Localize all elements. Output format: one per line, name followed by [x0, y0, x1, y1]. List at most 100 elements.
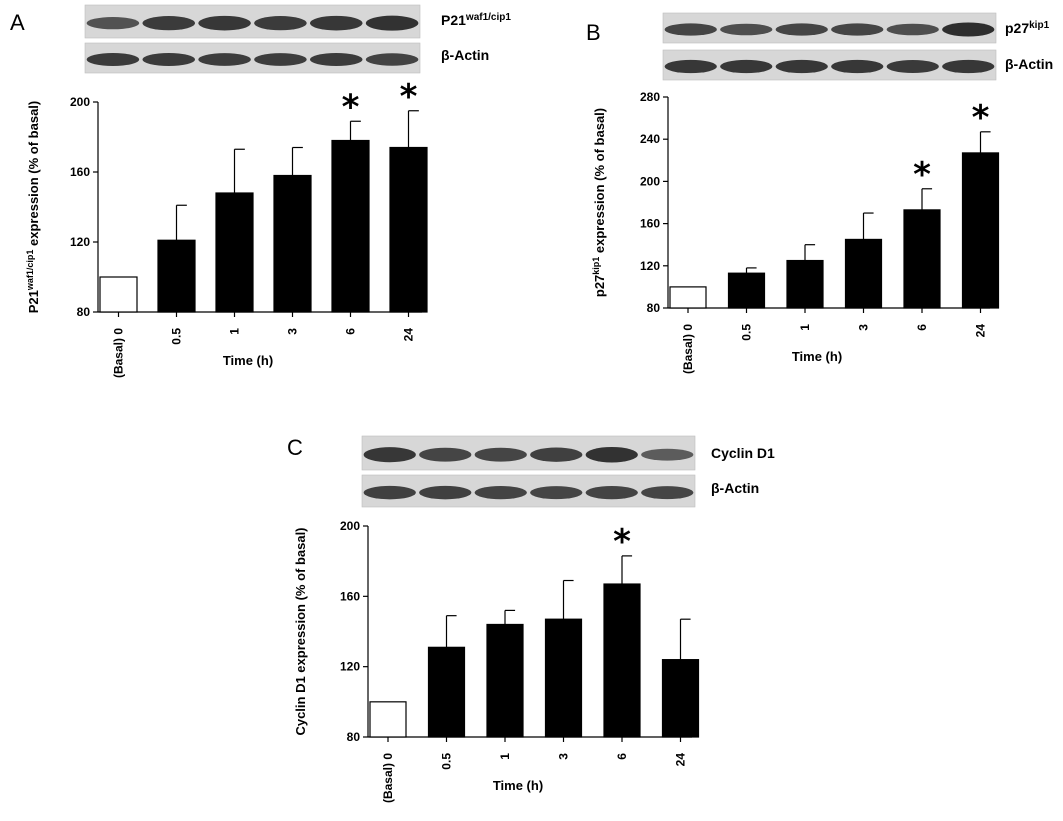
- y-tick-label: 280: [640, 90, 660, 104]
- blot-band: [363, 447, 416, 463]
- y-tick-label: 200: [640, 174, 660, 188]
- panel-a: A P21waf1/cip1 β-Actin 80 120 160 200 (Basal) …: [10, 4, 511, 378]
- blot-band: [365, 15, 419, 31]
- y-tick-label: 160: [340, 589, 360, 603]
- panel-letter: B: [586, 20, 601, 45]
- blot-band: [86, 17, 140, 30]
- bar: [486, 623, 524, 738]
- x-tick-label: 6: [915, 324, 929, 331]
- x-tick-label: 0.5: [740, 324, 754, 341]
- blot-band: [641, 486, 694, 500]
- x-axis-label: Time (h): [223, 353, 273, 368]
- blot-strip: [361, 474, 696, 508]
- blot-band: [363, 485, 416, 500]
- x-tick-label: 1: [228, 328, 242, 335]
- y-tick-label: 160: [640, 217, 660, 231]
- blot-label: β-Actin: [441, 47, 489, 63]
- bar: [961, 152, 1000, 309]
- blot-strip: [662, 12, 997, 44]
- x-tick-label: 1: [498, 753, 512, 760]
- bar: [544, 618, 583, 738]
- bar: [369, 701, 407, 738]
- bar: [903, 209, 941, 309]
- blot-band: [942, 59, 995, 74]
- blot-band: [419, 447, 472, 462]
- bar: [786, 259, 824, 309]
- bar: [669, 286, 707, 309]
- blot-band: [419, 485, 472, 500]
- blot-band: [720, 59, 773, 74]
- panel-letter: C: [287, 435, 303, 460]
- blot-band: [831, 59, 884, 74]
- blot-band: [86, 53, 140, 66]
- bar: [844, 238, 883, 309]
- blot-band: [530, 447, 583, 462]
- bar: [727, 272, 766, 309]
- significance-star: *: [613, 522, 631, 562]
- blot-band: [530, 486, 583, 500]
- y-tick-label: 120: [340, 660, 360, 674]
- y-tick-label: 80: [77, 305, 91, 319]
- blot-label: Cyclin D1: [711, 445, 775, 461]
- blot-strip: [84, 42, 421, 74]
- blot-band: [664, 59, 717, 74]
- y-tick-label: 200: [340, 519, 360, 533]
- blot-label: p27kip1: [1005, 20, 1050, 37]
- x-tick-label: (Basal) 0: [681, 324, 695, 374]
- blot-band: [310, 53, 363, 66]
- x-tick-label: 0.5: [170, 328, 184, 345]
- x-tick-label: 3: [557, 753, 571, 760]
- x-tick-label: 0.5: [440, 753, 454, 770]
- blot-band: [775, 23, 828, 36]
- y-tick-label: 240: [640, 132, 660, 146]
- blot-band: [831, 23, 884, 36]
- y-axis-label: p27kip1 expression (% of basal): [591, 108, 607, 297]
- blot-band: [775, 59, 828, 74]
- x-tick-label: 24: [402, 328, 416, 342]
- panel-b: B p27kip1 β-Actin 80 120 160 200 240 280 (Basal)…: [586, 12, 1053, 374]
- x-axis-label: Time (h): [792, 349, 842, 364]
- blot-band: [585, 485, 638, 500]
- y-tick-label: 200: [70, 95, 90, 109]
- y-axis-label: Cyclin D1 expression (% of basal): [293, 527, 308, 735]
- blot-band: [585, 446, 638, 463]
- x-tick-label: 6: [344, 328, 358, 335]
- bar: [331, 139, 370, 313]
- y-tick-label: 120: [70, 235, 90, 249]
- y-axis-label: P21waf1/cip1 expression (% of basal): [25, 101, 41, 314]
- bar: [99, 276, 138, 313]
- blot-band: [641, 448, 694, 461]
- x-tick-label: 3: [286, 328, 300, 335]
- blot-band: [142, 53, 195, 66]
- y-tick-label: 120: [640, 259, 660, 273]
- y-tick-label: 80: [347, 730, 361, 744]
- x-tick-label: (Basal) 0: [381, 753, 395, 803]
- blot-label: β-Actin: [1005, 56, 1053, 72]
- blot-label: P21waf1/cip1: [441, 12, 511, 29]
- x-tick-label: 24: [974, 324, 988, 338]
- blot-strip: [361, 435, 696, 471]
- significance-star: *: [972, 98, 990, 138]
- blot-band: [310, 15, 363, 31]
- significance-star: *: [913, 155, 931, 195]
- panel-letter: A: [10, 10, 25, 35]
- x-tick-label: 24: [674, 753, 688, 767]
- blot-band: [720, 23, 773, 36]
- panel-c: C Cyclin D1 β-Actin 80 120 160 200 (Basal) 0 0.…: [287, 435, 775, 803]
- blot-band: [198, 15, 251, 31]
- bar: [215, 192, 254, 313]
- x-axis-label: Time (h): [493, 778, 543, 793]
- bar: [661, 659, 700, 738]
- y-tick-label: 80: [647, 301, 661, 315]
- blot-strip: [662, 49, 997, 81]
- blot-band: [474, 485, 527, 500]
- bar: [427, 646, 466, 738]
- bar: [273, 174, 312, 313]
- bar: [603, 583, 641, 738]
- blot-strip: [84, 4, 421, 39]
- bar: [389, 146, 428, 313]
- blot-label: β-Actin: [711, 480, 759, 496]
- blot-band: [142, 16, 195, 31]
- x-tick-label: 3: [857, 324, 871, 331]
